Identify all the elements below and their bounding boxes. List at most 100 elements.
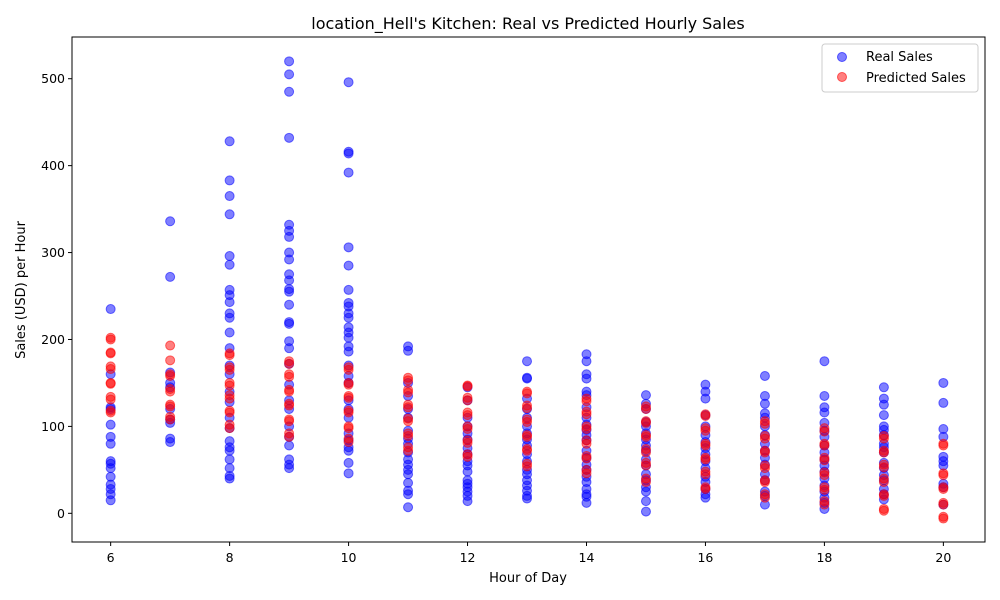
predicted-sales-point-131 [759, 418, 770, 429]
real-sales-point-27 [224, 191, 235, 202]
real-sales-point-47 [224, 454, 235, 465]
predicted-sales-point-135 [759, 447, 770, 458]
real-sales-point-33 [224, 297, 235, 308]
real-sales-point-197 [640, 486, 651, 497]
predicted-sales-point-149 [819, 470, 830, 481]
predicted-sales-point-87 [522, 417, 533, 428]
real-sales-point-105 [343, 457, 354, 468]
x-tick-label-14: 14 [579, 550, 595, 565]
real-sales-point-267 [938, 377, 949, 388]
predicted-sales-point-141 [759, 492, 770, 503]
real-sales-point-16 [165, 271, 176, 282]
y-tick-label-200: 200 [41, 332, 65, 347]
real-sales-point-24 [165, 437, 176, 448]
predicted-sales-point-109 [640, 417, 651, 428]
real-sales-point-63 [284, 286, 295, 297]
predicted-sales-point-41 [284, 400, 295, 411]
predicted-sales-point-169 [938, 470, 949, 481]
predicted-sales-point-119 [700, 410, 711, 421]
real-sales-point-218 [759, 398, 770, 409]
real-sales-point-252 [878, 399, 889, 410]
predicted-sales-point-133 [759, 433, 770, 444]
predicted-sales-point-31 [224, 407, 235, 418]
x-tick-label-12: 12 [460, 550, 476, 565]
real-sales-point-82 [343, 167, 354, 178]
predicted-sales-point-23 [224, 350, 235, 361]
predicted-sales-point-13 [165, 355, 176, 366]
predicted-sales-point-69 [403, 445, 414, 456]
x-axis-label: Hour of Day [489, 571, 567, 586]
predicted-sales-point-27 [224, 380, 235, 391]
real-sales-point-123 [403, 489, 414, 500]
real-sales-point-29 [224, 251, 235, 262]
real-sales-point-124 [403, 502, 414, 513]
predicted-sales-point-1 [105, 334, 116, 345]
real-sales-point-144 [522, 373, 533, 384]
real-sales-point-141 [462, 496, 473, 507]
legend-label-predicted: Predicted Sales [866, 71, 966, 86]
predicted-sales-point-43 [284, 416, 295, 427]
real-sales-point-182 [581, 497, 592, 508]
predicted-sales-point-103 [581, 453, 592, 464]
x-tick-label-18: 18 [816, 550, 832, 565]
predicted-sales-point-7 [105, 378, 116, 389]
legend-marker-predicted [837, 72, 847, 82]
predicted-sales-point-85 [522, 403, 533, 414]
predicted-sales-point-153 [819, 499, 830, 510]
legend-marker-real [837, 52, 847, 62]
predicted-sales-point-115 [640, 460, 651, 471]
predicted-sales-point-81 [462, 451, 473, 462]
real-sales-point-59 [284, 254, 295, 265]
real-sales-point-233 [819, 390, 830, 401]
real-sales-point-61 [284, 275, 295, 286]
real-sales-point-135 [462, 466, 473, 477]
real-sales-point-120 [403, 469, 414, 480]
legend-label-real: Real Sales [866, 50, 933, 65]
real-sales-point-83 [343, 242, 354, 253]
predicted-sales-point-167 [938, 440, 949, 451]
predicted-sales-point-145 [819, 440, 830, 451]
predicted-sales-point-61 [403, 387, 414, 398]
predicted-sales-point-155 [878, 433, 889, 444]
real-sales-point-104 [343, 445, 354, 456]
real-sales-point-6 [105, 438, 116, 449]
real-sales-point-68 [284, 343, 295, 354]
y-tick-label-500: 500 [41, 71, 65, 86]
real-sales-point-52 [284, 69, 295, 80]
predicted-sales-point-15 [165, 370, 176, 381]
real-sales-point-26 [224, 175, 235, 186]
predicted-sales-point-175 [938, 513, 949, 524]
predicted-sales-point-157 [878, 447, 889, 458]
y-axis-label: Sales (USD) per Hour [14, 220, 29, 358]
y-tick-label-300: 300 [41, 245, 65, 260]
real-sales-point-108 [403, 345, 414, 356]
y-tick-label-0: 0 [57, 506, 65, 521]
real-sales-point-54 [284, 132, 295, 143]
predicted-sales-point-63 [403, 402, 414, 413]
predicted-sales-point-165 [878, 505, 889, 516]
real-sales-point-28 [224, 209, 235, 220]
predicted-sales-point-3 [105, 348, 116, 359]
predicted-sales-point-77 [462, 424, 473, 435]
predicted-sales-point-161 [878, 477, 889, 488]
real-sales-point-89 [343, 312, 354, 323]
points-layer [105, 56, 949, 524]
real-sales-point-85 [343, 284, 354, 295]
real-sales-point-162 [581, 356, 592, 367]
series-predicted-sales [105, 332, 949, 524]
real-sales-point-46 [224, 445, 235, 456]
real-sales-point-51 [284, 56, 295, 67]
real-sales-point-202 [700, 393, 711, 404]
real-sales-point-84 [343, 260, 354, 271]
real-sales-point-78 [284, 463, 295, 474]
predicted-sales-point-47 [343, 364, 354, 375]
y-tick-label-400: 400 [41, 158, 65, 173]
predicted-sales-point-79 [462, 437, 473, 448]
real-sales-point-50 [224, 473, 235, 484]
predicted-sales-point-113 [640, 447, 651, 458]
real-sales-point-215 [700, 492, 711, 503]
predicted-sales-point-107 [640, 404, 651, 415]
real-sales-point-94 [343, 346, 354, 357]
predicted-sales-point-55 [343, 423, 354, 434]
predicted-sales-point-91 [522, 445, 533, 456]
